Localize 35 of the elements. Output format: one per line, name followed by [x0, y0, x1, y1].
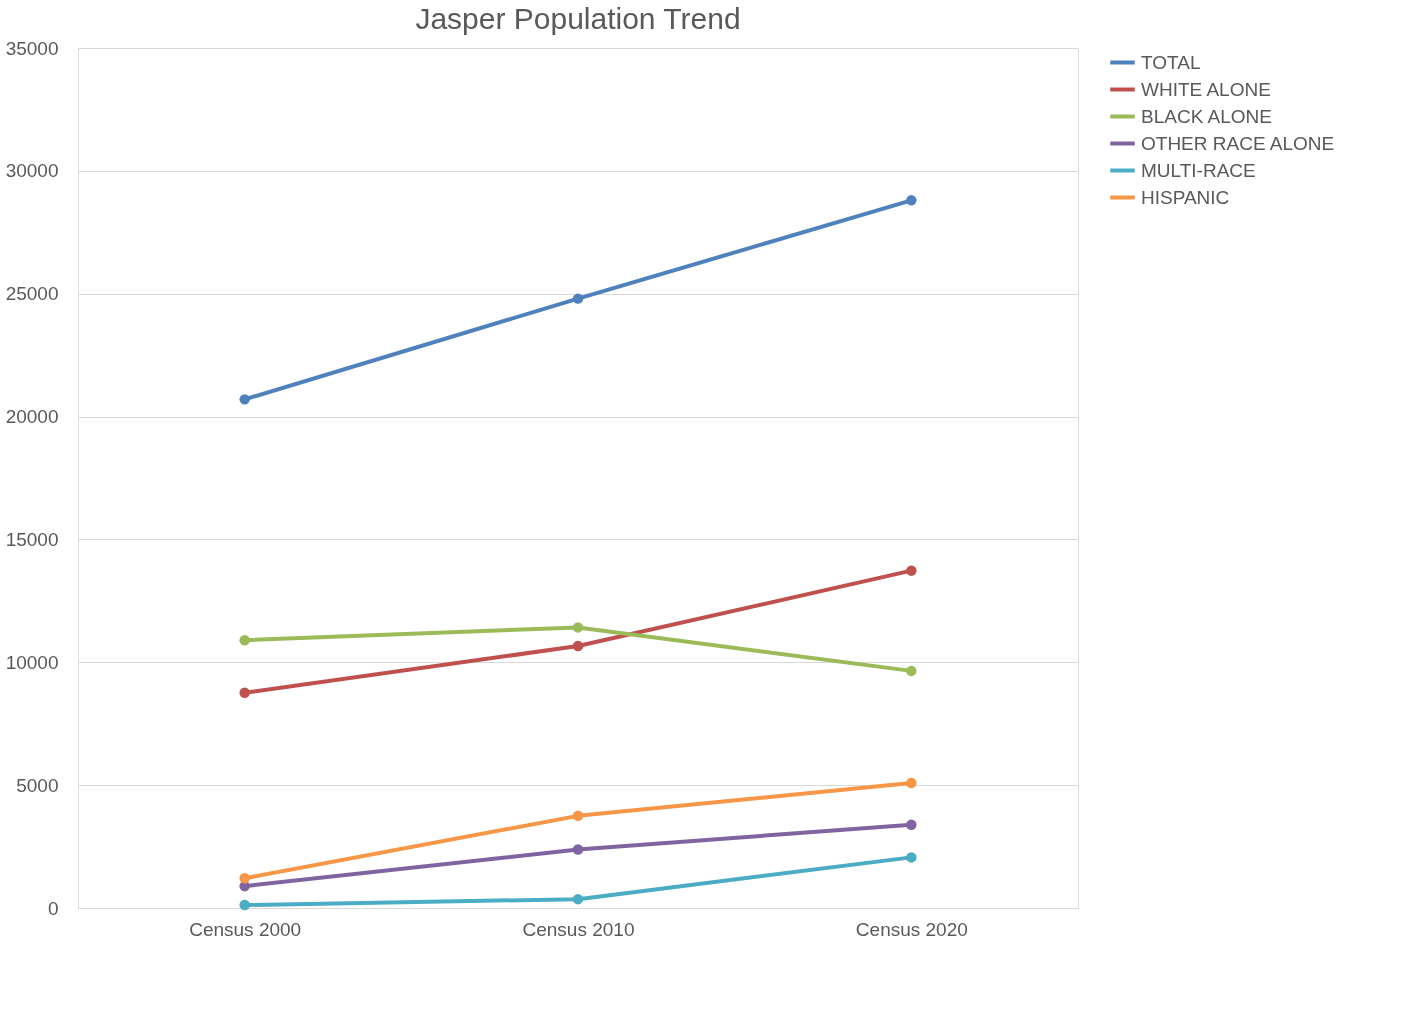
y-tick-label: 5000	[16, 774, 59, 796]
point	[906, 819, 917, 830]
legend-label: HISPANIC	[1141, 186, 1230, 208]
legend-label: OTHER RACE ALONE	[1141, 132, 1335, 154]
chart-title: Jasper Population Trend	[415, 2, 741, 35]
point	[572, 893, 584, 905]
x-tick-label: Census 2010	[522, 918, 635, 940]
point	[572, 640, 584, 652]
y-tick-label: 10000	[5, 651, 59, 673]
x-tick-label: Census 2000	[189, 918, 302, 940]
point	[906, 195, 917, 206]
legend-label: BLACK ALONE	[1141, 105, 1272, 127]
point	[239, 634, 250, 646]
point	[239, 873, 250, 884]
point	[906, 777, 917, 789]
point	[239, 394, 250, 405]
point	[239, 899, 250, 911]
y-tick-label: 30000	[5, 160, 59, 182]
y-tick-label: 25000	[5, 283, 59, 305]
legend-label: TOTAL	[1141, 51, 1201, 73]
y-tick-label: 20000	[5, 406, 59, 428]
y-tick-label: 35000	[5, 37, 59, 59]
y-tick-label: 15000	[5, 528, 59, 550]
point	[906, 852, 917, 863]
legend-label: WHITE ALONE	[1141, 78, 1271, 100]
point	[906, 565, 917, 576]
x-tick-label: Census 2020	[855, 918, 968, 940]
legend-label: MULTI-RACE	[1141, 159, 1256, 181]
point	[572, 622, 584, 633]
point	[572, 293, 584, 304]
point	[239, 687, 250, 698]
point	[906, 665, 917, 677]
point	[572, 810, 584, 822]
point	[572, 844, 584, 855]
y-tick-label: 0	[47, 897, 59, 919]
